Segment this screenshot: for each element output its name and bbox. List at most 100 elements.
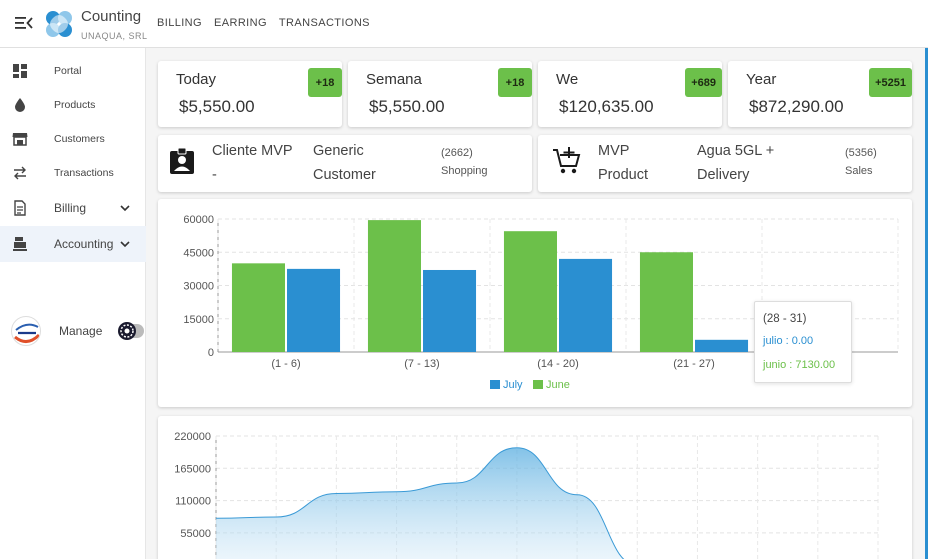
menu-collapse-icon[interactable] xyxy=(14,14,34,32)
legend-swatch xyxy=(490,380,500,389)
sidebar-item-portal[interactable]: Portal xyxy=(0,54,146,88)
stat-value: $5,550.00 xyxy=(179,97,255,116)
mvp-name-line: Generic xyxy=(313,143,364,159)
company-avatar xyxy=(11,316,41,346)
y-tick-label: 60000 xyxy=(183,214,214,226)
stat-badge: +18 xyxy=(308,68,342,97)
mvp-label-line: MVP xyxy=(598,143,630,159)
stat-value: $5,550.00 xyxy=(369,97,445,116)
document-icon xyxy=(14,200,26,216)
tooltip-july: julio : 0.00 xyxy=(763,335,814,347)
mvp-product-count: (5356) Sales xyxy=(845,144,877,180)
y-tick-label: 220000 xyxy=(174,431,211,443)
bar-june xyxy=(231,263,285,352)
stat-card-semana: Semana $5,550.00 +18 xyxy=(348,61,532,127)
nav-transactions[interactable]: TRANSACTIONS xyxy=(278,17,370,29)
nav-earring[interactable]: EARRING xyxy=(214,17,267,29)
cash-register-icon xyxy=(13,237,27,251)
scroll-indicator[interactable] xyxy=(925,48,928,559)
x-tick-label: (7 - 13) xyxy=(404,358,439,370)
chevron-down-icon xyxy=(120,241,130,248)
mvp-label-line: Product xyxy=(598,167,648,183)
mvp-product-name: Agua 5GL + Delivery xyxy=(697,139,774,187)
x-tick-label: (14 - 20) xyxy=(537,358,579,370)
y-tick-label: 30000 xyxy=(183,281,214,293)
legend-label: June xyxy=(546,379,570,391)
app-title: Counting xyxy=(81,8,142,25)
tooltip-title: (28 - 31) xyxy=(763,313,807,325)
chart-tooltip: (28 - 31) julio : 0.00 junio : 7130.00 xyxy=(754,301,852,383)
sidebar-item-label: Products xyxy=(54,99,96,111)
mvp-label: Cliente MVP - xyxy=(212,139,293,187)
sidebar-item-products[interactable]: Products xyxy=(0,88,146,122)
stat-badge: +5251 xyxy=(869,68,912,97)
mvp-customer-name: Generic Customer xyxy=(313,139,376,187)
stat-title: Year xyxy=(746,71,777,88)
y-tick-label: 110000 xyxy=(175,496,211,508)
contact-badge-icon xyxy=(170,147,194,174)
mvp-name-line: Customer xyxy=(313,167,376,183)
area-chart: 55000 110000 165000 220000 xyxy=(158,416,912,559)
stat-badge: +18 xyxy=(498,68,532,97)
sidebar-item-label: Portal xyxy=(54,65,82,77)
stat-value: $872,290.00 xyxy=(749,97,844,116)
chevron-down-icon xyxy=(120,205,130,212)
legend-swatch xyxy=(533,380,543,389)
mvp-count-label: Shopping xyxy=(441,165,488,177)
manage-toggle[interactable] xyxy=(118,322,144,340)
sidebar-item-label: Billing xyxy=(54,201,87,215)
mvp-name-line: Agua 5GL + xyxy=(697,143,775,159)
stat-value: $120,635.00 xyxy=(559,97,654,116)
manage-label: Manage xyxy=(59,324,103,338)
mvp-label-line: - xyxy=(212,167,217,183)
top-navigation: BILLING EARRING TRANSACTIONS xyxy=(157,17,370,29)
y-tick-label: 45000 xyxy=(183,247,214,259)
top-header: Counting UNAQUA, SRL BILLING EARRING TRA… xyxy=(0,0,928,48)
sidebar-item-transactions[interactable]: Transactions xyxy=(0,156,146,190)
y-tick-label: 0 xyxy=(208,347,214,359)
bar-june xyxy=(639,252,693,352)
tooltip-june: junio : 7130.00 xyxy=(763,359,836,371)
stat-card-year: Year $872,290.00 +5251 xyxy=(728,61,912,127)
swap-arrows-icon xyxy=(14,166,26,180)
mvp-label-line: Cliente MVP xyxy=(212,143,293,159)
water-drop-icon xyxy=(15,98,25,112)
nav-billing[interactable]: BILLING xyxy=(157,17,202,29)
sidebar-item-label: Transactions xyxy=(54,167,114,179)
bar-july xyxy=(695,339,749,352)
y-tick-label: 165000 xyxy=(174,463,211,475)
mvp-count: (5356) xyxy=(845,147,877,159)
bar-chart-svg: 0 15000 30000 45000 60000 (1 - 6) (7 - 13) (14 … xyxy=(183,214,899,391)
stat-card-we: We $120,635.00 +689 xyxy=(538,61,722,127)
stat-badge: +689 xyxy=(685,68,722,97)
add-shopping-cart-icon xyxy=(553,147,581,174)
bar-june xyxy=(367,220,421,352)
logo-icon xyxy=(46,11,72,37)
sidebar-item-label: Accounting xyxy=(54,237,114,251)
mvp-product-card: MVP Product Agua 5GL + Delivery (5356) S… xyxy=(538,135,912,192)
sidebar-item-customers[interactable]: Customers xyxy=(0,122,146,156)
stat-title: Today xyxy=(176,71,217,88)
x-tick-label: (21 - 27) xyxy=(673,358,715,370)
mvp-customer-card: Cliente MVP - Generic Customer (2662) Sh… xyxy=(158,135,532,192)
sidebar-item-accounting[interactable]: Accounting xyxy=(0,226,146,262)
sidebar-item-billing[interactable]: Billing xyxy=(0,191,146,225)
sidebar-item-label: Customers xyxy=(54,133,105,145)
area-line xyxy=(215,447,625,559)
stat-card-today: Today $5,550.00 +18 xyxy=(158,61,342,127)
store-icon xyxy=(12,133,28,146)
mvp-label: MVP Product xyxy=(598,139,648,187)
area-fill xyxy=(216,447,624,559)
x-tick-label: (1 - 6) xyxy=(271,358,300,370)
stat-title: We xyxy=(556,71,579,88)
bar-july xyxy=(423,269,477,352)
y-tick-label: 15000 xyxy=(183,314,214,326)
mvp-count: (2662) xyxy=(441,147,473,159)
settings-gear-icon xyxy=(118,322,136,340)
app-subtitle: UNAQUA, SRL xyxy=(81,31,148,41)
dashboard-icon xyxy=(13,64,27,78)
sidebar: Portal Products Customers Transactions B… xyxy=(0,48,146,559)
mvp-customer-count: (2662) Shopping xyxy=(441,144,488,180)
mvp-count-label: Sales xyxy=(845,165,873,177)
y-tick-label: 55000 xyxy=(180,528,211,540)
